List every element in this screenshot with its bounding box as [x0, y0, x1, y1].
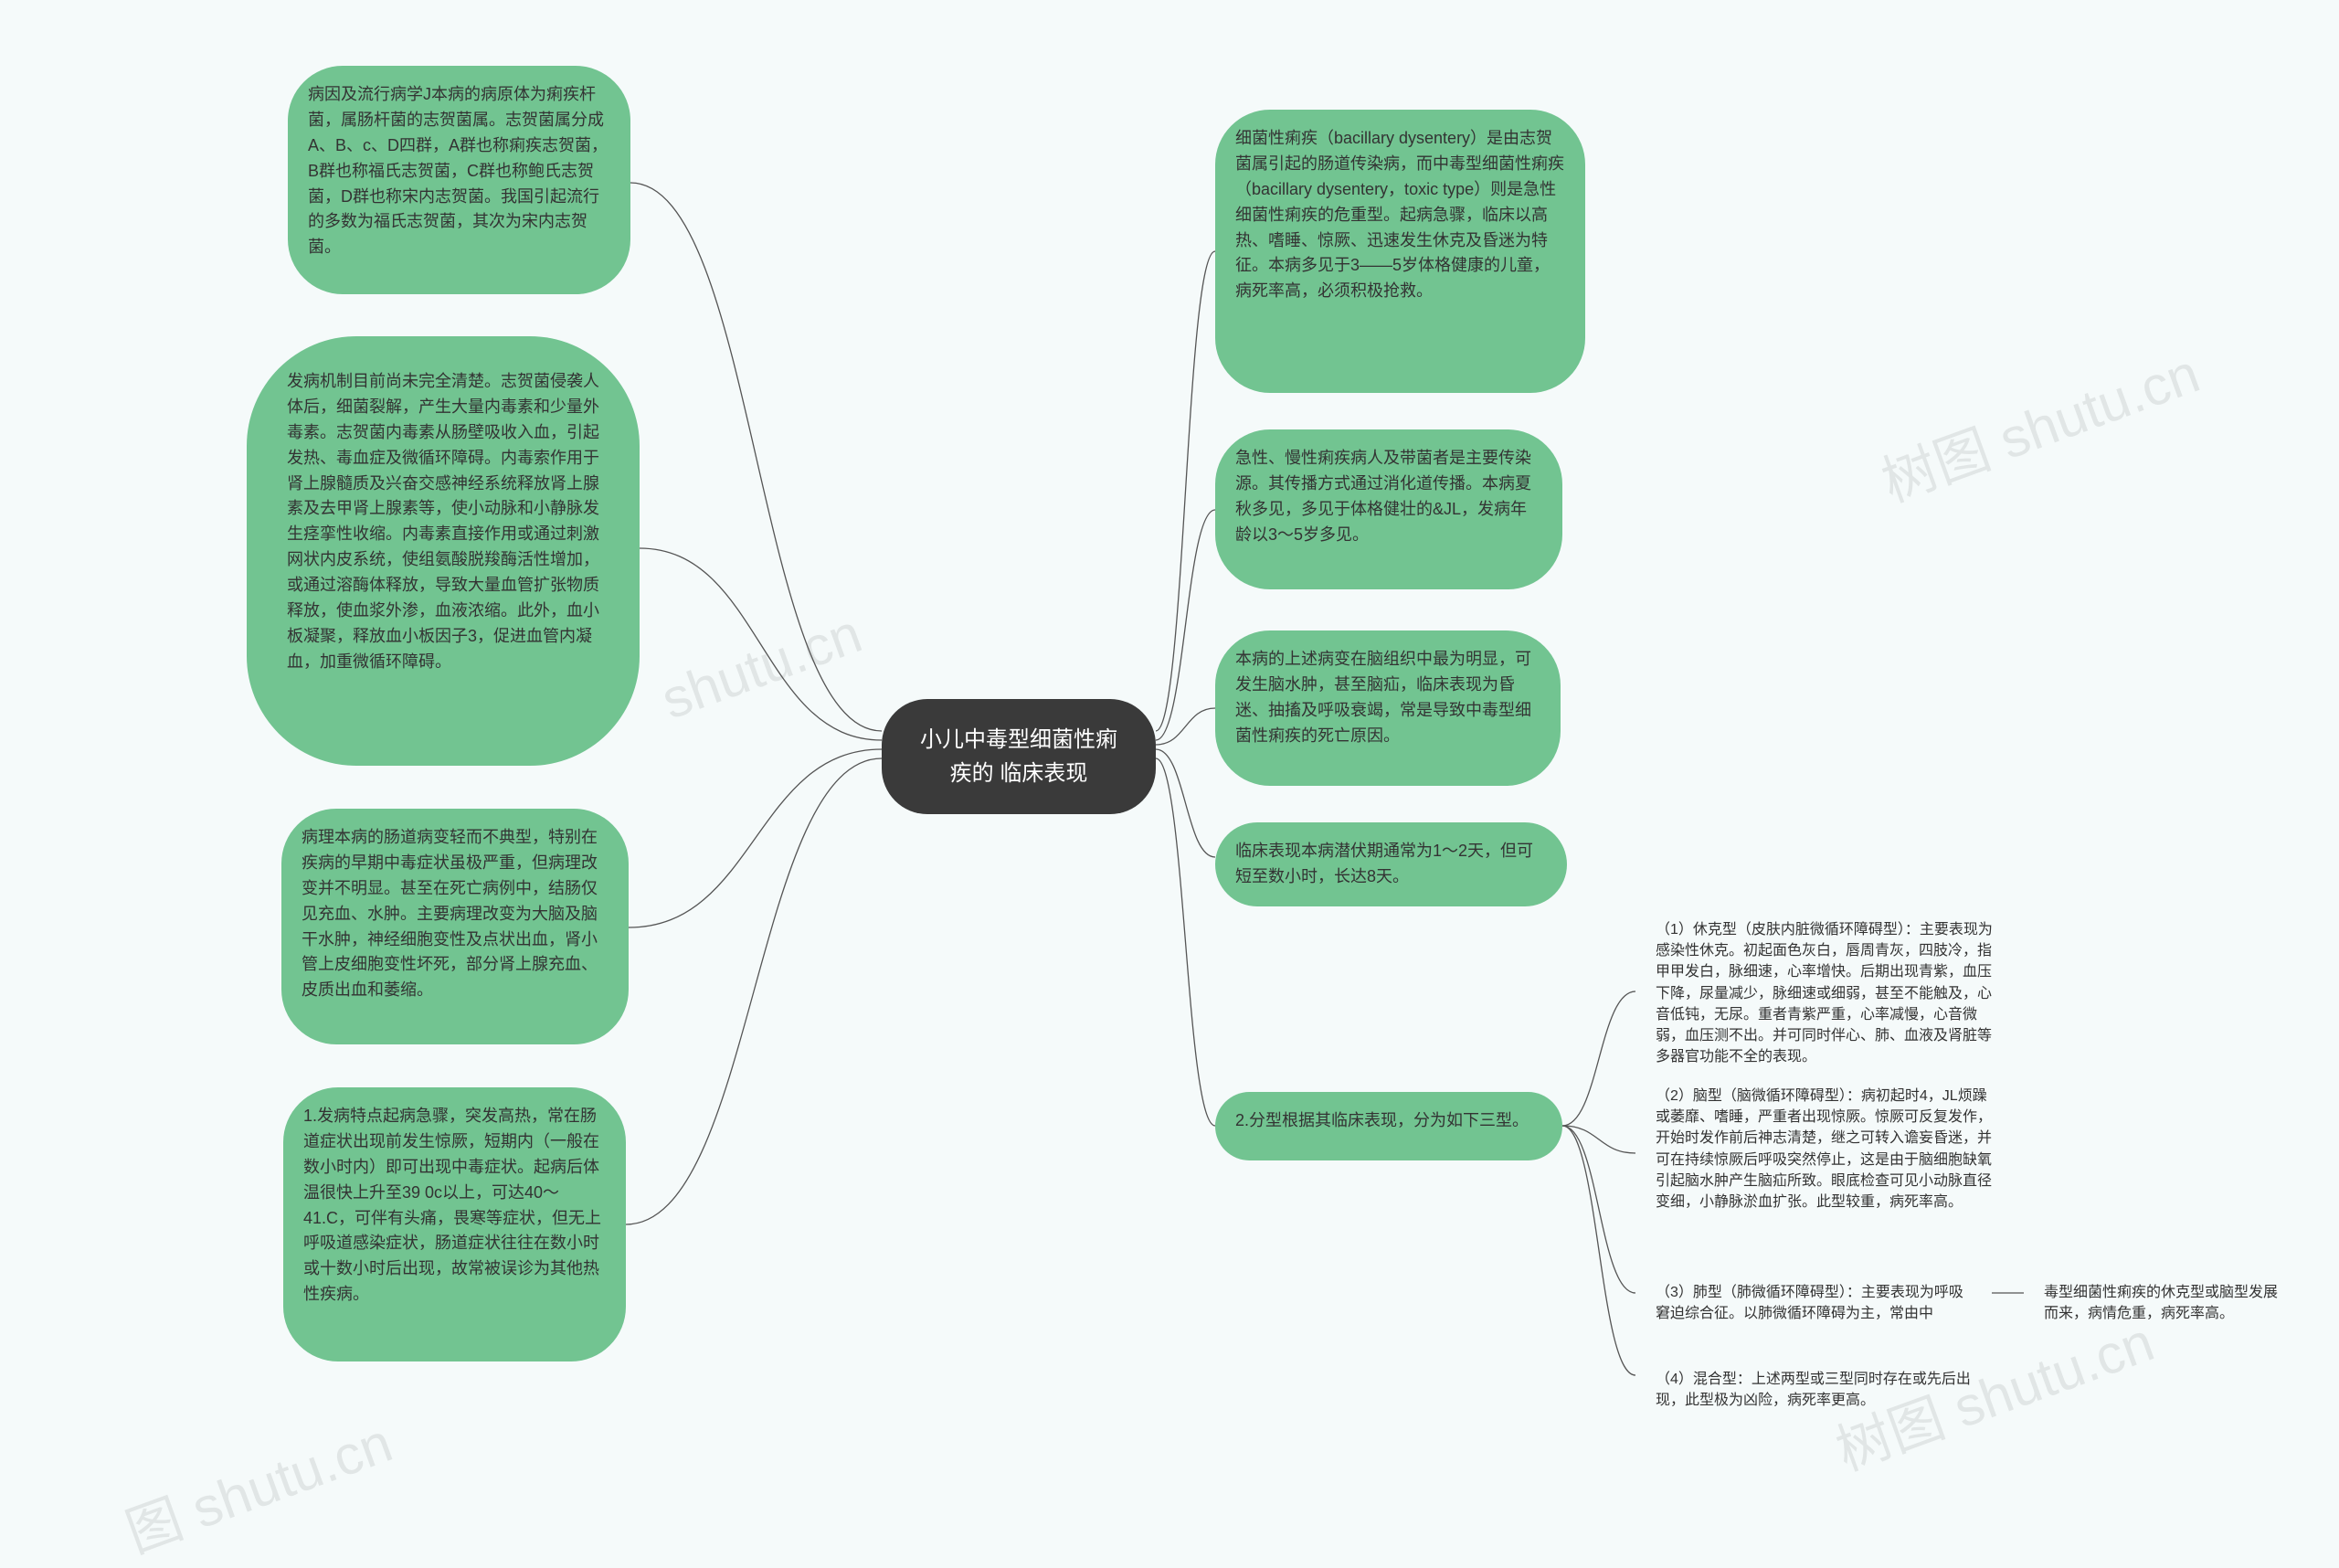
mindmap-node-incubation[interactable]: 临床表现本病潜伏期通常为1～2天，但可短至数小时，长达8天。	[1215, 822, 1567, 906]
mindmap-node-pathogenesis[interactable]: 发病机制目前尚未完全清楚。志贺菌侵袭人体后，细菌裂解，产生大量内毒素和少量外毒素…	[247, 336, 640, 766]
mindmap-subnode-lung-type[interactable]: （3）肺型（肺微循环障碍型）：主要表现为呼吸窘迫综合征。以肺微循环障碍为主，常由…	[1635, 1266, 1992, 1340]
mindmap-center-node[interactable]: 小儿中毒型细菌性痢疾的 临床表现	[882, 699, 1156, 814]
watermark: shutu.cn	[653, 601, 870, 731]
mindmap-node-classification[interactable]: 2.分型根据其临床表现，分为如下三型。	[1215, 1092, 1562, 1160]
mindmap-node-brain-lesion[interactable]: 本病的上述病变在脑组织中最为明显，可发生脑水肿，甚至脑疝，临床表现为昏迷、抽搐及…	[1215, 630, 1561, 786]
mindmap-subnode-shock-type[interactable]: （1）休克型（皮肤内脏微循环障碍型）：主要表现为感染性休克。初起面色灰白，唇周青…	[1635, 903, 2019, 1086]
watermark: 树图 shutu.cn	[1869, 329, 2208, 517]
watermark: 图 shutu.cn	[113, 1399, 401, 1568]
mindmap-node-definition[interactable]: 细菌性痢疾（bacillary dysentery）是由志贺菌属引起的肠道传染病…	[1215, 110, 1585, 393]
mindmap-node-etiology-epidemiology[interactable]: 病因及流行病学J本病的病原体为痢疾杆菌，属肠杆菌的志贺菌属。志贺菌属分成A、B、…	[288, 66, 630, 294]
mindmap-subnode-lung-type-cont[interactable]: 毒型细菌性痢疾的休克型或脑型发展而来，病情危重，病死率高。	[2024, 1266, 2307, 1340]
mindmap-subnode-mixed-type[interactable]: （4）混合型：上述两型或三型同时存在或先后出现，此型极为凶险，病死率更高。	[1635, 1352, 1996, 1427]
mindmap-node-pathology[interactable]: 病理本病的肠道病变轻而不典型，特别在疾病的早期中毒症状虽极严重，但病理改变并不明…	[281, 809, 629, 1044]
mindmap-node-onset-features[interactable]: 1.发病特点起病急骤，突发高热，常在肠道症状出现前发生惊厥，短期内（一般在数小时…	[283, 1087, 626, 1361]
mindmap-subnode-brain-type[interactable]: （2）脑型（脑微循环障碍型）：病初起时4，JL烦躁或萎靡、嗜睡，严重者出现惊厥。…	[1635, 1069, 2019, 1238]
mindmap-node-transmission[interactable]: 急性、慢性痢疾病人及带菌者是主要传染源。其传播方式通过消化道传播。本病夏秋多见，…	[1215, 429, 1562, 589]
